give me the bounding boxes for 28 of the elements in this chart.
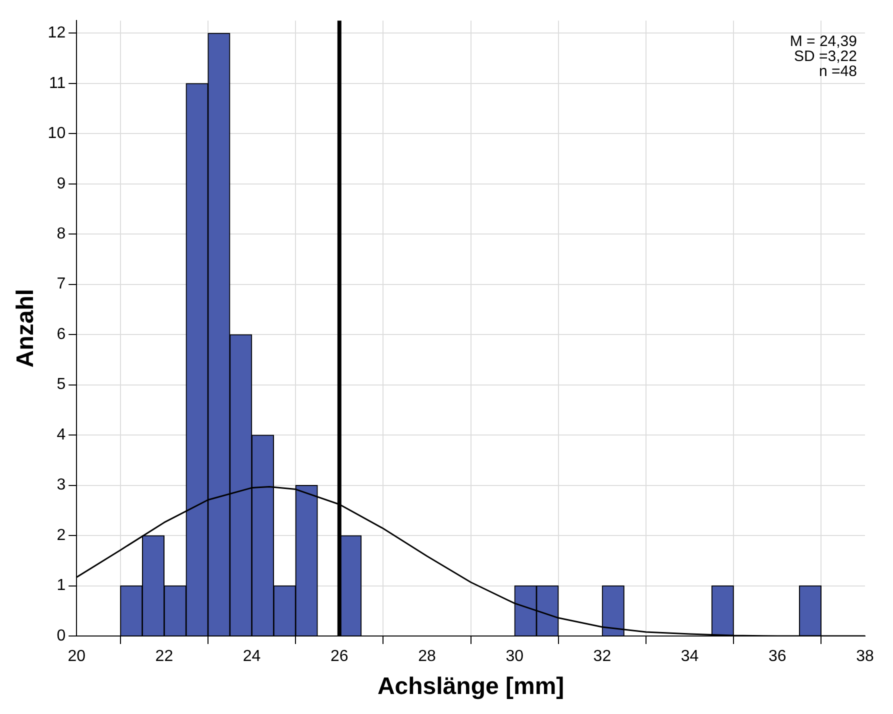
x-tick-label: 20 <box>68 648 86 666</box>
y-axis-title: Anzahl <box>12 288 40 368</box>
y-tick-label: 2 <box>56 526 66 544</box>
y-tick-label: 8 <box>56 226 66 243</box>
x-tick-label: 30 <box>506 648 524 666</box>
y-tick-label: 1 <box>56 577 66 594</box>
annotation: M = 24,39 <box>790 33 857 50</box>
x-tick-label: 22 <box>155 648 174 666</box>
x-tick-label: 24 <box>242 648 261 666</box>
y-tick-label: 12 <box>48 24 66 42</box>
y-tick-label: 6 <box>56 326 66 343</box>
x-tick-label: 38 <box>856 648 874 666</box>
x-tick-label: 28 <box>418 648 436 666</box>
annotation: SD =3,22 <box>794 48 857 66</box>
x-tick-label: 34 <box>680 648 699 666</box>
y-tick-label: 4 <box>56 426 66 444</box>
x-tick-label: 26 <box>330 648 348 666</box>
y-tick-label: 5 <box>56 376 66 394</box>
y-tick-label: 9 <box>56 175 66 192</box>
y-tick-label: 3 <box>56 476 66 494</box>
annotation: n =48 <box>819 63 857 80</box>
y-tick-label: 7 <box>56 276 66 293</box>
y-tick-label: 11 <box>48 74 66 92</box>
x-tick-label: 36 <box>768 648 786 666</box>
x-axis-title: Achslänge [mm] <box>377 673 564 700</box>
x-tick-label: 32 <box>593 648 612 666</box>
y-tick-label: 0 <box>56 627 66 644</box>
y-tick-label: 10 <box>48 125 66 142</box>
